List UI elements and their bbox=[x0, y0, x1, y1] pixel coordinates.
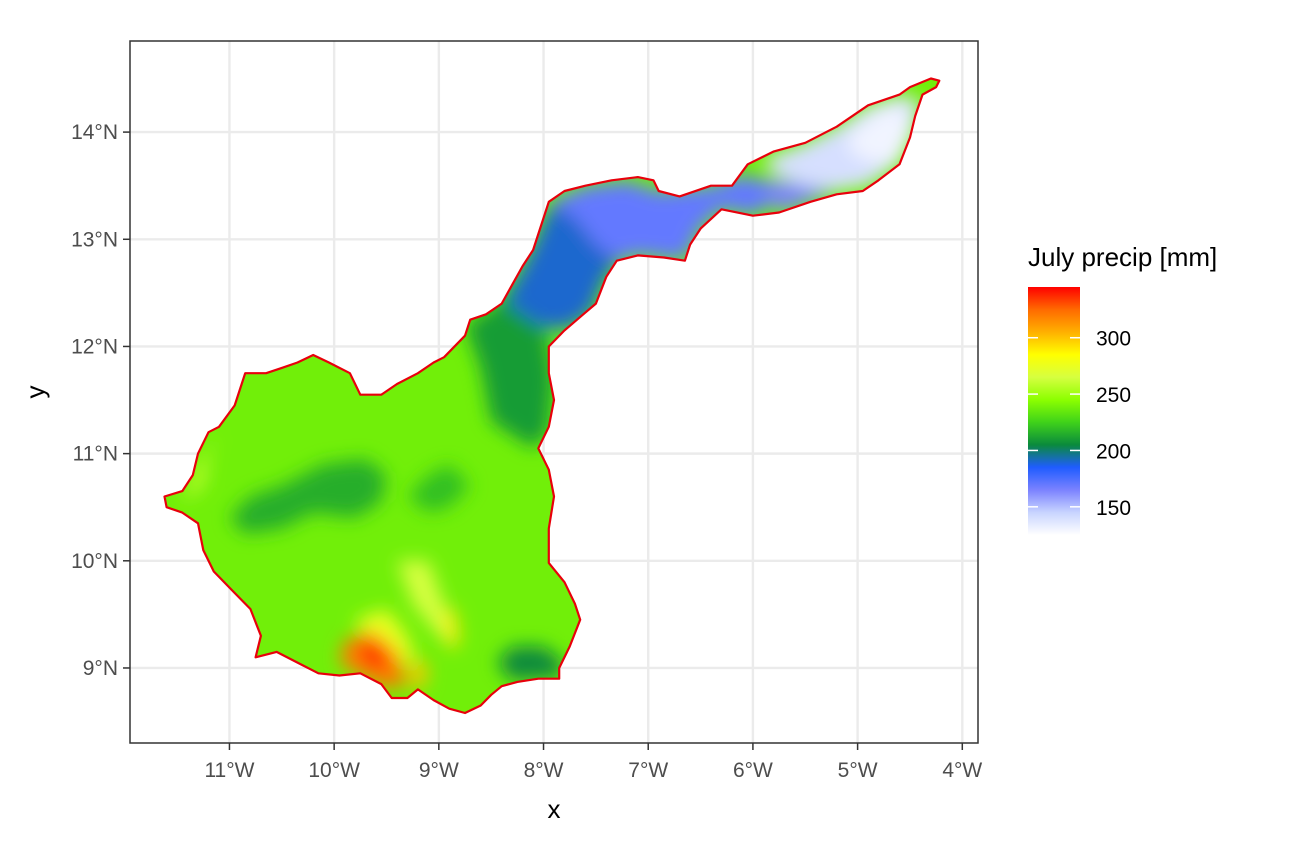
x-axis: 11°W 10°W 9°W 8°W 7°W 6°W 5°W 4°W bbox=[204, 743, 982, 782]
y-tick-label: 11°N bbox=[73, 443, 118, 466]
x-tick-label: 11°W bbox=[204, 759, 254, 782]
precip-zone bbox=[182, 432, 219, 502]
x-tick-label: 5°W bbox=[838, 759, 878, 782]
basin-boundary bbox=[163, 77, 941, 715]
legend: July precip [mm] 150 200 250 300 bbox=[1028, 242, 1217, 535]
legend-colorbar bbox=[1028, 287, 1080, 535]
x-axis-title: x bbox=[548, 794, 561, 824]
precip-zone bbox=[407, 657, 429, 690]
x-tick-label: 9°W bbox=[419, 759, 459, 782]
y-axis-title: y bbox=[20, 386, 50, 399]
y-tick-label: 14°N bbox=[71, 121, 118, 144]
precip-zone bbox=[397, 560, 455, 647]
x-tick-label: 8°W bbox=[524, 759, 564, 782]
precip-zone bbox=[847, 105, 910, 165]
precip-zone bbox=[763, 180, 837, 213]
precip-zone bbox=[407, 464, 471, 513]
panel-border bbox=[129, 40, 979, 744]
legend-ticks: 150 200 250 300 bbox=[1028, 328, 1131, 520]
precip-zone bbox=[229, 459, 387, 534]
x-tick-label: 6°W bbox=[733, 759, 773, 782]
legend-tick-label: 200 bbox=[1096, 440, 1131, 463]
y-tick-label: 13°N bbox=[71, 228, 118, 251]
precip-zone bbox=[355, 609, 418, 668]
precip-zone bbox=[548, 175, 785, 261]
precip-zone bbox=[360, 641, 387, 671]
legend-tick-label: 150 bbox=[1096, 497, 1131, 520]
legend-tick-label: 250 bbox=[1096, 384, 1131, 407]
legend-tick-label: 300 bbox=[1096, 328, 1131, 351]
x-tick-label: 10°W bbox=[308, 759, 360, 782]
x-tick-label: 7°W bbox=[628, 759, 668, 782]
y-tick-label: 10°N bbox=[71, 550, 118, 573]
y-axis: 9°N 10°N 11°N 12°N 13°N 14°N bbox=[71, 121, 130, 680]
legend-title: July precip [mm] bbox=[1028, 242, 1217, 272]
x-tick-label: 4°W bbox=[942, 759, 982, 782]
precip-zone bbox=[496, 646, 565, 681]
y-tick-label: 9°N bbox=[83, 657, 118, 680]
precip-zone bbox=[444, 609, 460, 652]
y-tick-label: 12°N bbox=[71, 335, 118, 358]
